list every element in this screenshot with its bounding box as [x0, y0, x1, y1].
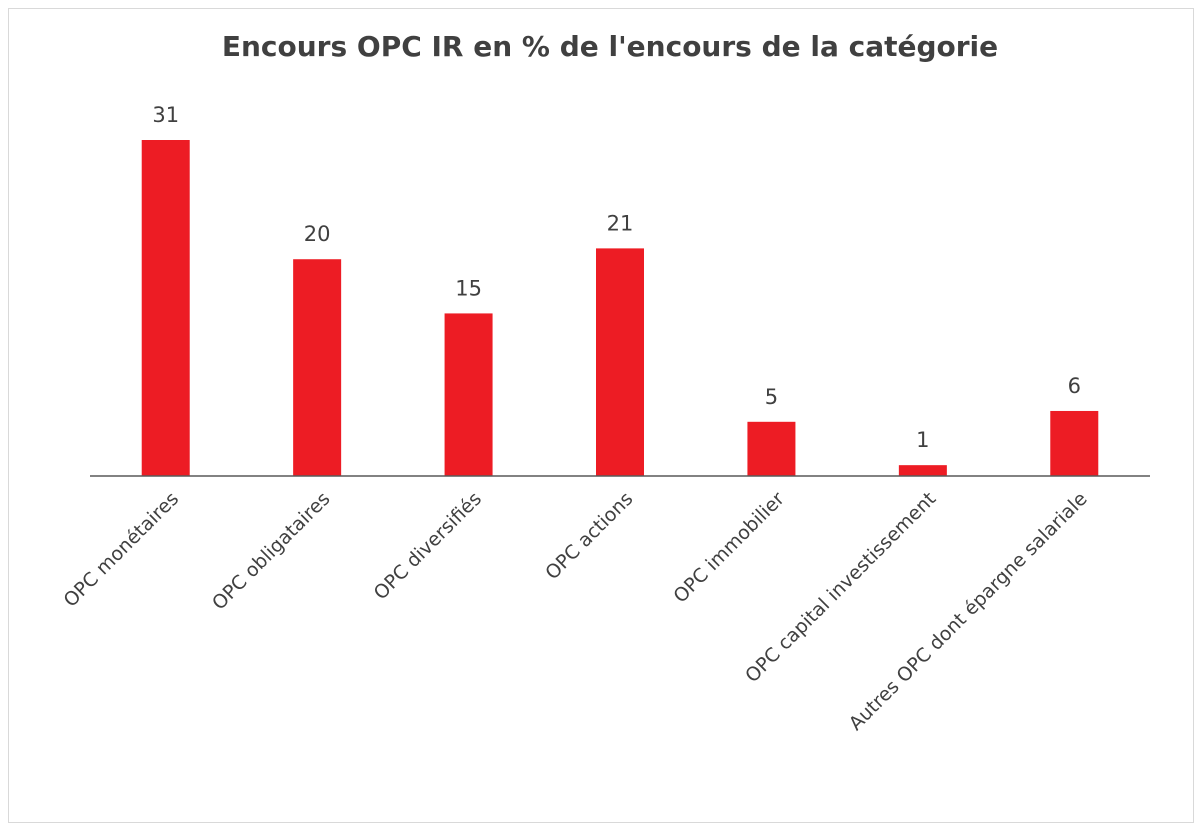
bar [1050, 410, 1099, 476]
bar [747, 421, 796, 476]
data-label: 6 [1068, 374, 1081, 398]
bar [898, 465, 947, 476]
bar [444, 313, 493, 476]
data-label: 21 [607, 211, 634, 235]
data-label: 20 [304, 222, 331, 246]
data-label: 15 [455, 276, 482, 300]
bar [141, 140, 190, 476]
chart-title: Encours OPC IR en % de l'encours de la c… [222, 30, 998, 63]
bar [293, 259, 342, 476]
data-label: 1 [916, 428, 929, 452]
data-label: 31 [152, 103, 179, 127]
data-label: 5 [765, 385, 778, 409]
bar [596, 248, 644, 476]
